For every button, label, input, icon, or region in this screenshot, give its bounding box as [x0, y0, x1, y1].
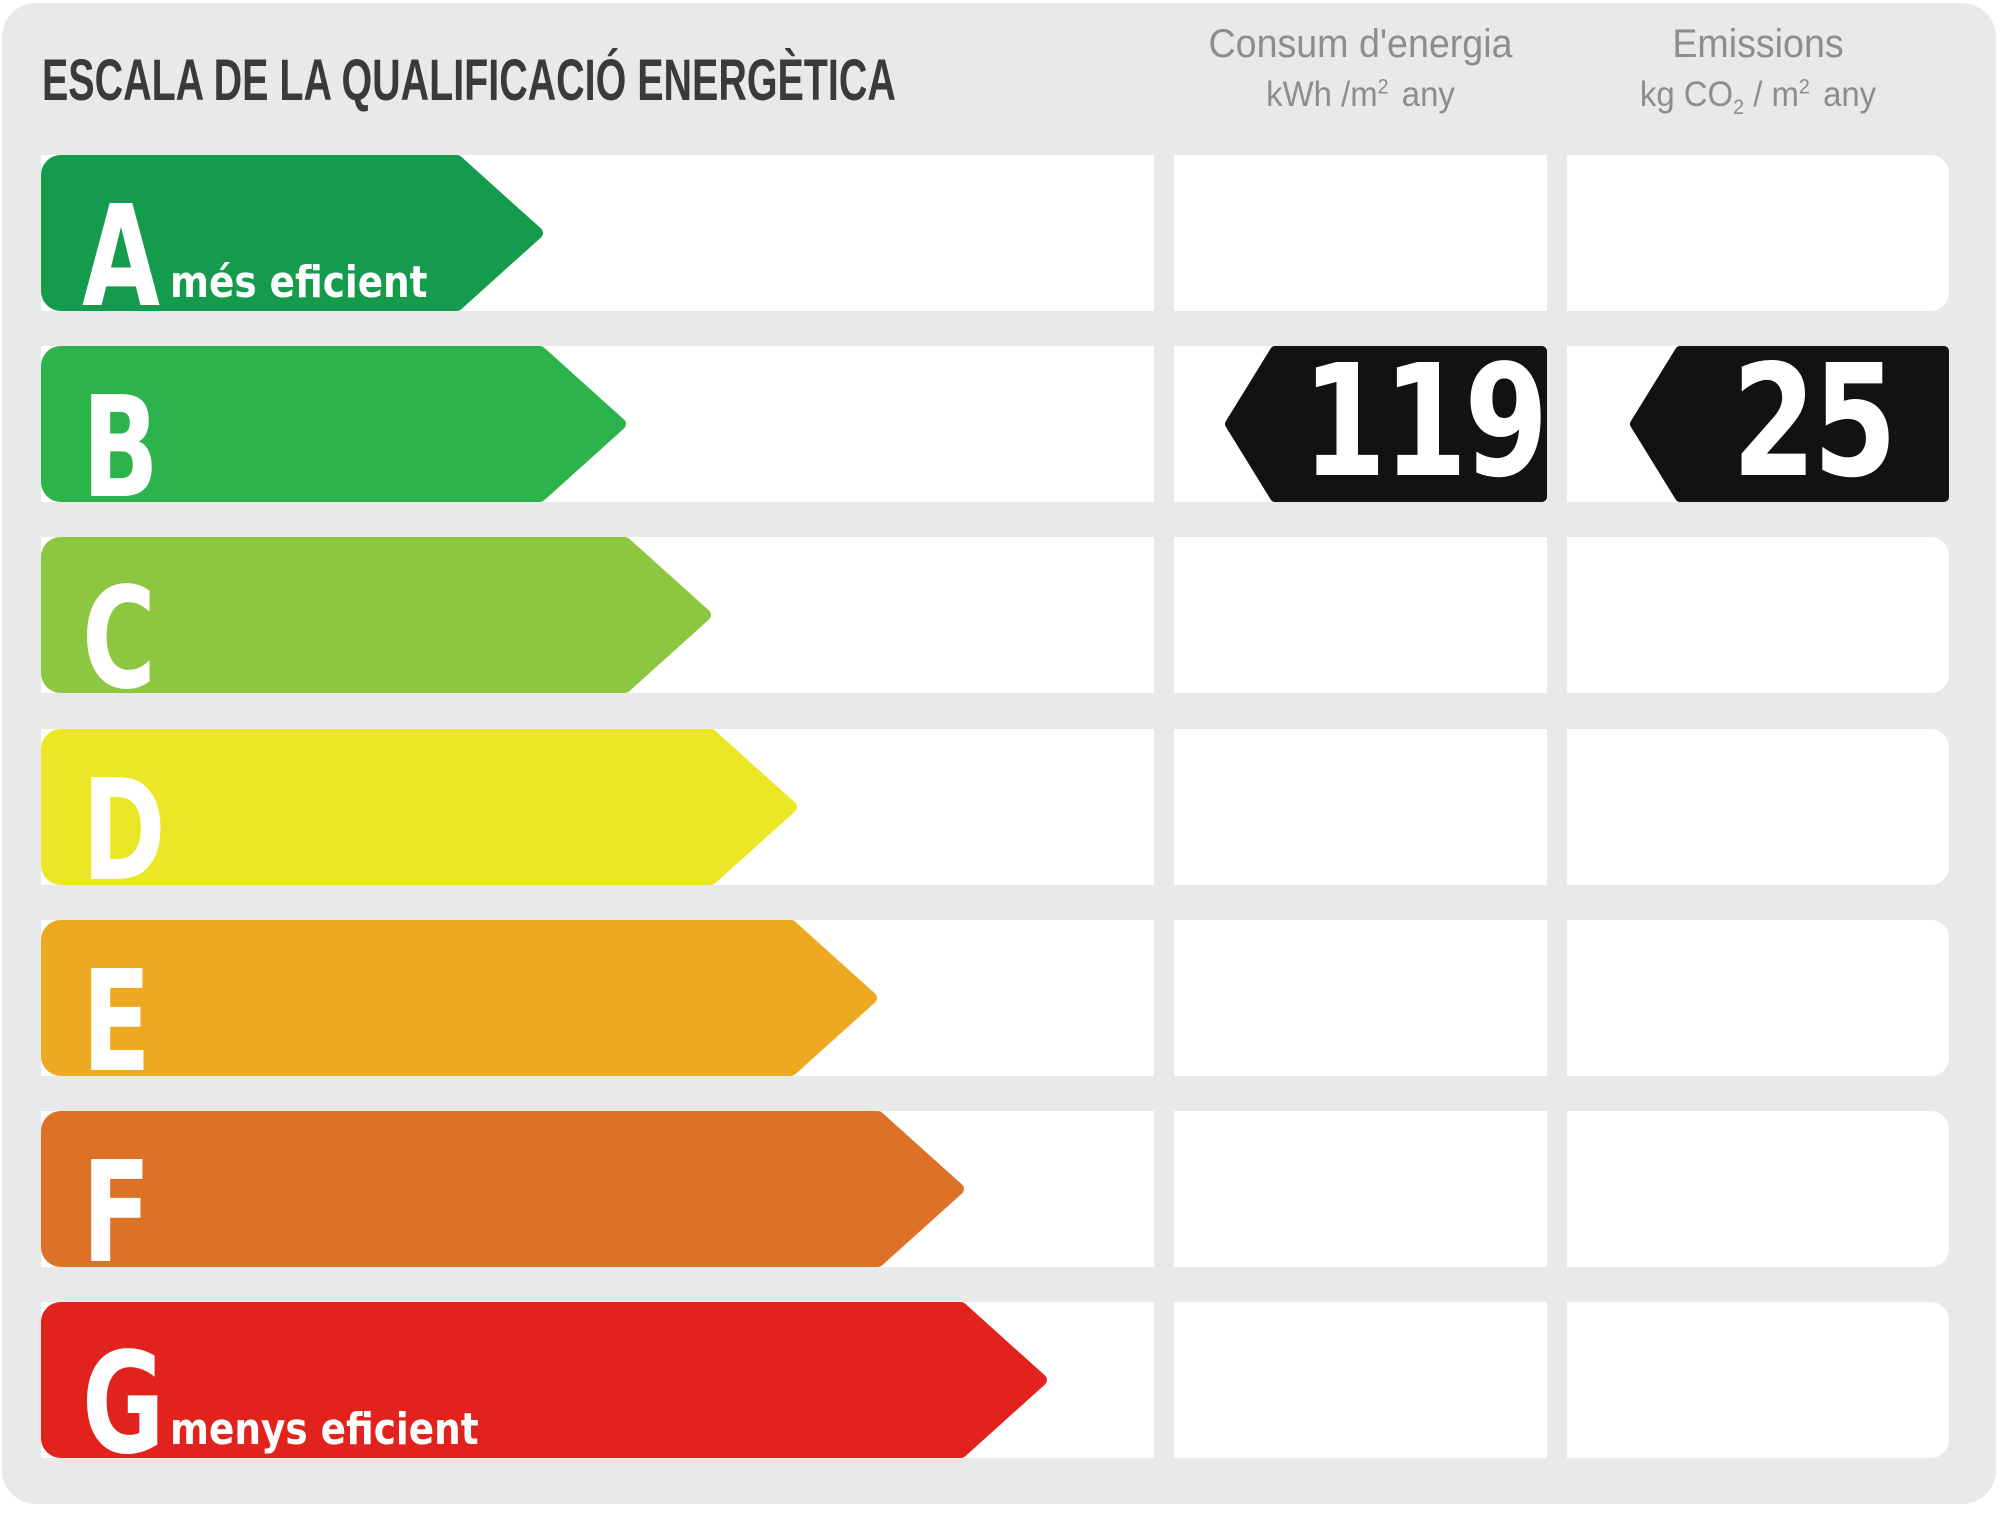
emissions-cell — [1567, 1302, 1949, 1458]
energy-rating-card: ESCALA DE LA QUALIFICACIÓ ENERGÈTICA Con… — [2, 3, 1996, 1504]
emissions-cell — [1567, 920, 1949, 1076]
rating-bar-A — [41, 155, 543, 311]
energy-header-title: Consum d'energia — [1208, 22, 1513, 66]
energy-cell — [1174, 537, 1547, 693]
rating-note: menys eficient — [170, 1404, 479, 1455]
rating-letter: B — [82, 367, 159, 530]
energy-cell — [1174, 920, 1547, 1076]
scale-row-B: B 119 25 — [2, 331, 1996, 519]
emissions-cell — [1567, 729, 1949, 885]
rating-letter: F — [82, 1132, 151, 1295]
emissions-cell — [1567, 537, 1949, 693]
scale-row-E: E — [2, 920, 1996, 1093]
energy-value-badge — [1225, 346, 1547, 502]
rating-bar-E — [41, 920, 877, 1076]
scale-row-G: G menys eficient — [2, 1302, 1996, 1475]
energy-cell — [1174, 1302, 1547, 1458]
emissions-cell — [1567, 1111, 1949, 1267]
rating-letter: A — [82, 176, 161, 339]
energy-cell — [1174, 729, 1547, 885]
rating-letter: E — [82, 941, 151, 1104]
scale-row-F: F — [2, 1111, 1996, 1284]
rating-note: més eficient — [170, 257, 428, 308]
rating-bar-F — [41, 1111, 964, 1267]
emissions-header-title: Emissions — [1672, 22, 1844, 66]
energy-cell — [1174, 1111, 1547, 1267]
rating-letter: D — [82, 750, 166, 913]
emissions-value: 25 — [1731, 331, 1897, 512]
scale-row-D: D — [2, 729, 1996, 902]
emissions-column-header: Emissions kg CO2 / m2 any — [1567, 21, 1949, 121]
energy-column-header: Consum d'energia kWh /m2 any — [1174, 21, 1547, 115]
emissions-header-unit: kg CO2 / m2 any — [1639, 75, 1877, 120]
emissions-cell — [1567, 155, 1949, 311]
rating-letter: C — [82, 558, 156, 721]
scale-row-A: A més eficient — [2, 155, 1996, 328]
energy-header-unit: kWh /m2 any — [1266, 75, 1455, 115]
chart-title: ESCALA DE LA QUALIFICACIÓ ENERGÈTICA — [42, 48, 896, 113]
emissions-value-badge — [1630, 346, 1949, 502]
rating-bar-D — [41, 729, 797, 885]
rating-letter: G — [82, 1323, 165, 1486]
rating-bar-B — [41, 346, 626, 502]
energy-value: 119 — [1302, 331, 1548, 512]
rating-bar-C — [41, 537, 711, 693]
energy-cell — [1174, 155, 1547, 311]
rating-bar-G — [41, 1302, 1047, 1458]
scale-row-C: C — [2, 537, 1996, 710]
